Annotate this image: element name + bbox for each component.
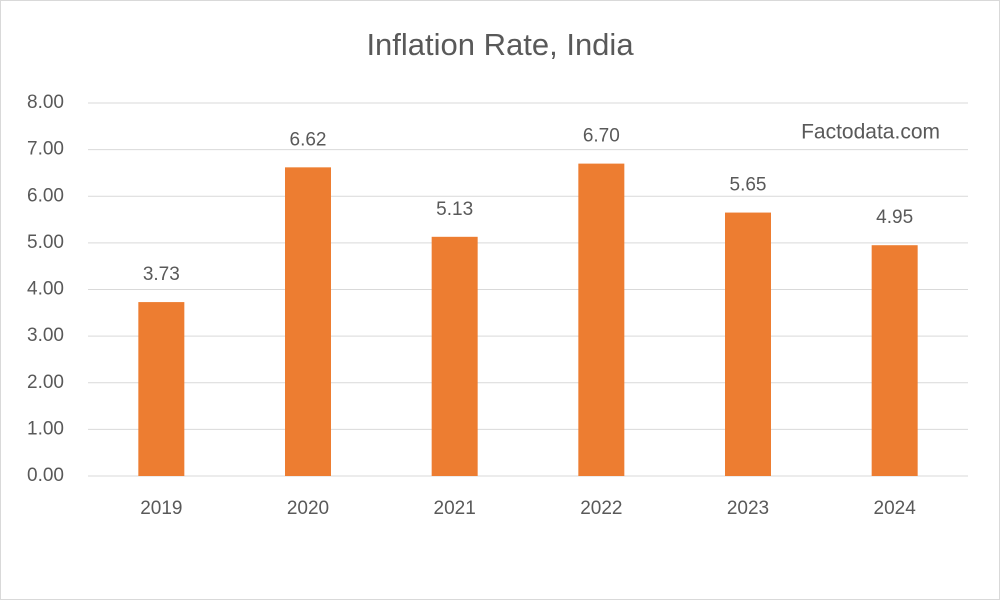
y-tick-label: 4.00	[27, 279, 64, 300]
y-tick-label: 5.00	[27, 232, 64, 253]
x-tick-label: 2023	[727, 498, 769, 519]
data-label: 6.62	[290, 129, 327, 150]
data-label: 4.95	[876, 207, 913, 228]
annotation: Factodata.com	[801, 121, 940, 144]
x-tick-label: 2020	[287, 498, 329, 519]
y-tick-label: 2.00	[27, 372, 64, 393]
y-tick-label: 3.00	[27, 325, 64, 346]
data-label: 5.13	[436, 199, 473, 220]
bar	[871, 245, 918, 476]
y-tick-label: 8.00	[27, 92, 64, 113]
x-tick-label: 2022	[580, 498, 622, 519]
x-tick-label: 2019	[140, 498, 182, 519]
data-label: 6.70	[583, 126, 620, 147]
y-tick-label: 6.00	[27, 185, 64, 206]
y-tick-label: 1.00	[27, 418, 64, 439]
bar	[431, 236, 478, 476]
x-tick-label: 2024	[874, 498, 917, 519]
data-label: 3.73	[143, 264, 180, 285]
bar	[285, 167, 331, 476]
bar	[578, 163, 625, 477]
chart-title: Inflation Rate, India	[366, 27, 634, 62]
bar	[725, 212, 771, 476]
data-label: 5.65	[730, 175, 767, 196]
bar	[138, 302, 185, 476]
x-tick-label: 2021	[434, 498, 476, 519]
y-tick-label: 0.00	[27, 465, 64, 486]
y-tick-label: 7.00	[27, 139, 64, 160]
